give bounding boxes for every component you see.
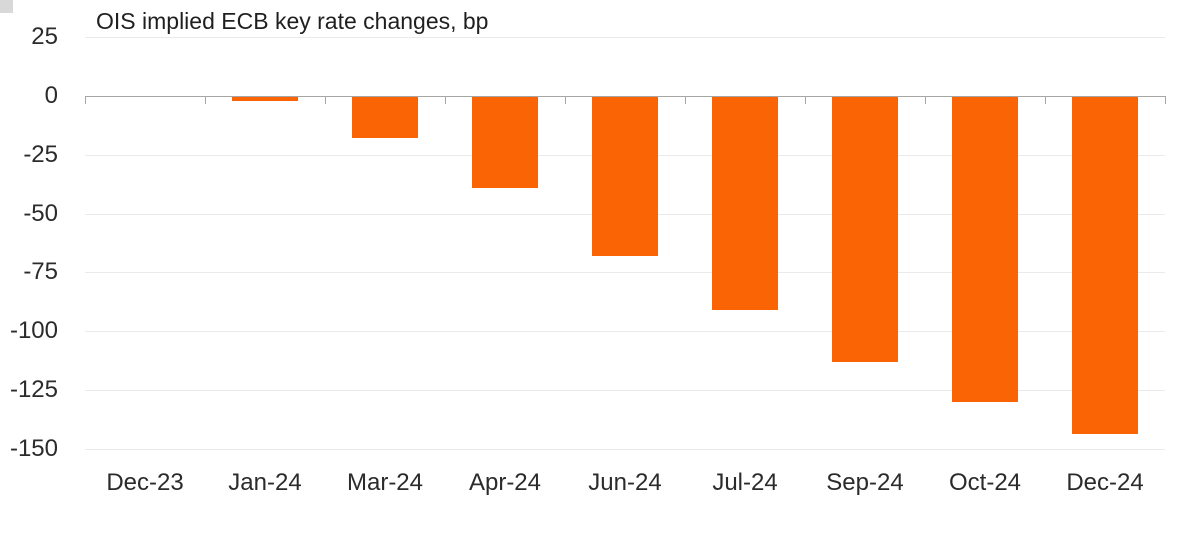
gridline [85,37,1165,39]
axis-tick [1045,96,1047,104]
bar [712,96,778,310]
bar [352,96,418,139]
bar [832,96,898,362]
axis-tick [205,96,207,104]
y-axis-label: -100 [9,317,58,344]
x-axis-label: Oct-24 [948,469,1022,496]
axis-tick [325,96,327,104]
axis-tick [565,96,567,104]
x-axis-label: Apr-24 [468,469,542,496]
x-axis-label: Jul-24 [712,469,778,496]
y-axis-label: -125 [9,375,58,403]
gridline [85,448,1165,450]
x-axis-label: Dec-24 [1066,469,1144,496]
x-axis-label: Dec-23 [106,469,184,496]
x-axis-label: Jun-24 [588,469,662,496]
bar [592,96,658,256]
y-axis-label: -25 [23,140,58,168]
axis-tick [85,96,87,104]
y-axis-label: -75 [23,258,58,286]
corner-artifact [0,0,13,13]
gridline [85,331,1165,332]
bar [952,96,1018,402]
axis-tick [805,96,807,104]
x-axis-label: Jan-24 [228,469,302,496]
x-axis-label: Sep-24 [826,469,904,496]
x-axis-line [85,96,1166,98]
x-axis-label: Mar-24 [346,469,424,496]
bar [232,96,298,101]
gridline [85,272,1165,274]
axis-tick [1165,96,1167,104]
chart-title: OIS implied ECB key rate changes, bp [96,8,489,34]
gridline [85,389,1165,391]
axis-tick [445,96,447,104]
y-axis-label: -150 [9,434,58,462]
bar [472,96,538,188]
y-axis-label: -50 [23,199,58,227]
axis-tick [685,96,687,104]
axis-tick [925,96,927,104]
y-axis-label: 0 [44,82,58,109]
bar [1072,96,1138,435]
y-axis-label: 25 [31,23,58,51]
